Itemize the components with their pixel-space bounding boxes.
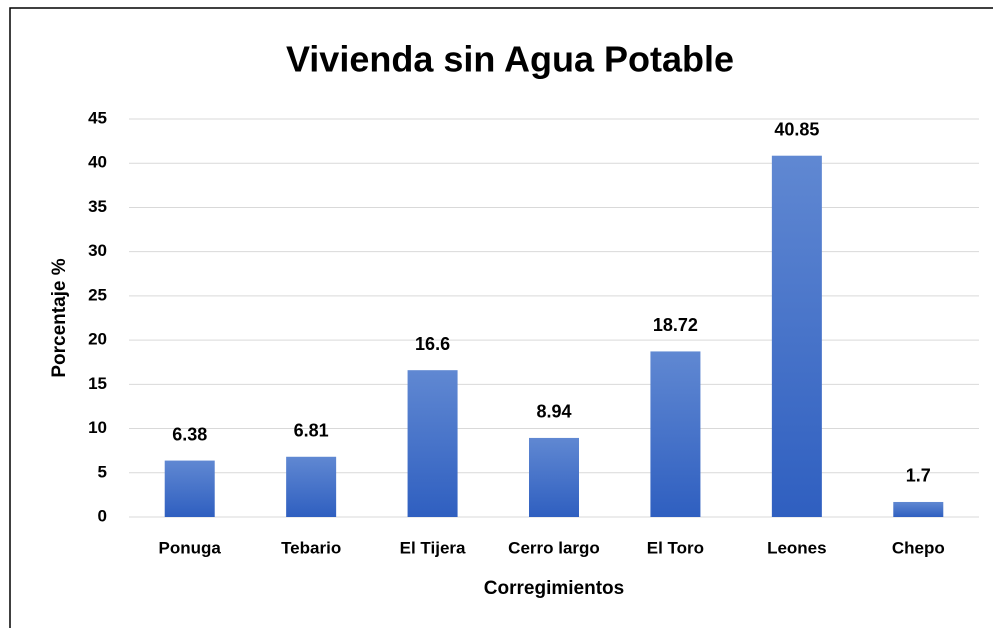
x-tick-label: Tebario	[281, 538, 341, 557]
bar	[893, 501, 944, 517]
data-label: 16.6	[415, 334, 450, 354]
chart-title: Vivienda sin Agua Potable	[286, 39, 734, 80]
y-tick-label: 40	[88, 153, 107, 172]
data-label: 8.94	[536, 402, 571, 422]
y-tick-label: 25	[88, 285, 107, 304]
x-tick-label: Cerro largo	[508, 538, 600, 557]
data-label: 1.7	[906, 466, 931, 486]
bar	[650, 351, 701, 517]
x-tick-label: El Tijera	[400, 538, 466, 557]
y-axis-label: Porcentaje %	[49, 258, 70, 377]
x-tick-label: El Toro	[647, 538, 704, 557]
bar	[529, 437, 579, 517]
bar	[286, 456, 337, 517]
x-tick-label: Chepo	[892, 538, 945, 557]
x-tick-label: Leones	[767, 538, 827, 557]
y-tick-label: 35	[88, 197, 107, 216]
data-label: 18.72	[653, 315, 698, 335]
bar	[164, 460, 215, 517]
bar	[771, 155, 822, 517]
data-label: 6.81	[294, 421, 329, 441]
x-tick-label: Ponuga	[159, 538, 222, 557]
y-tick-label: 5	[98, 462, 107, 481]
y-tick-label: 45	[88, 108, 107, 127]
y-tick-label: 10	[88, 418, 107, 437]
x-axis-label: Corregimientos	[484, 578, 624, 599]
data-label: 6.38	[172, 424, 207, 444]
y-tick-label: 20	[88, 330, 107, 349]
y-tick-label: 0	[98, 506, 107, 525]
frame	[9, 7, 993, 628]
data-label: 40.85	[774, 119, 819, 139]
y-tick-label: 30	[88, 241, 107, 260]
bar	[407, 370, 458, 517]
y-tick-label: 15	[88, 374, 107, 393]
